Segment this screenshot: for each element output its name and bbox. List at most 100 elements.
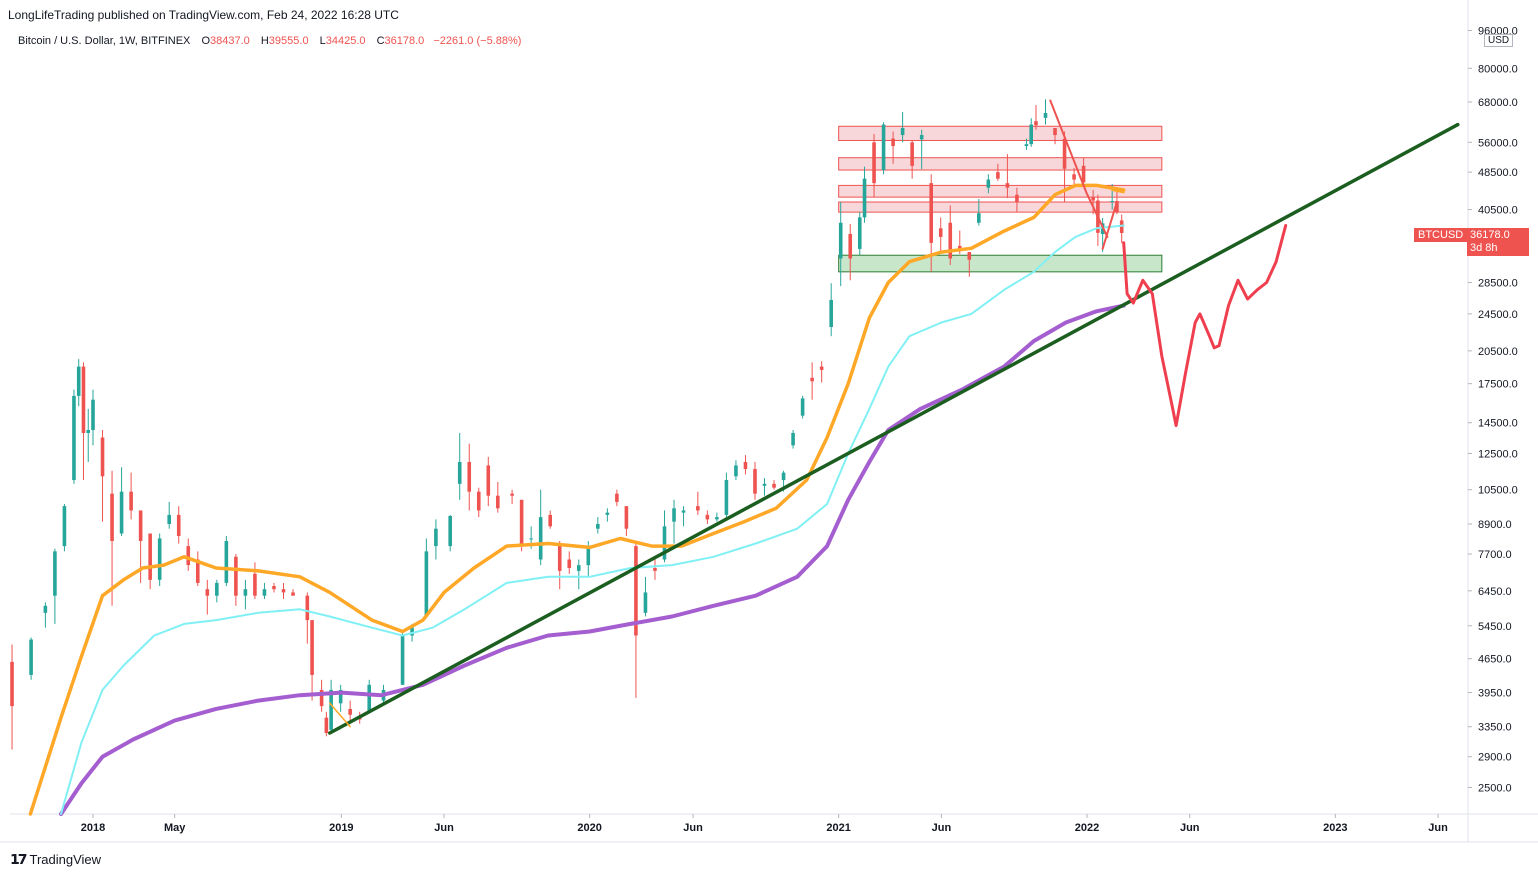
candle: [262, 582, 267, 600]
candle: [186, 538, 191, 571]
candle-body: [253, 573, 257, 596]
currency-label[interactable]: USD: [1484, 34, 1514, 47]
axes-frame: [0, 0, 1538, 843]
candle: [615, 489, 619, 507]
candle-body: [148, 533, 152, 580]
candle-body: [457, 461, 462, 484]
candle: [457, 432, 462, 500]
change-value: −2261.0 (−5.88%): [433, 35, 522, 47]
candle-body: [29, 639, 33, 675]
candle: [1081, 157, 1086, 185]
candle-body: [634, 546, 638, 636]
candle-body: [400, 635, 405, 685]
candle-body: [448, 515, 452, 547]
candle: [195, 551, 200, 587]
candle: [872, 133, 876, 198]
candle-body: [10, 661, 14, 707]
footer-brand[interactable]: 𝟭𝟳 TradingView: [10, 851, 101, 868]
candle-body: [977, 213, 981, 223]
candle: [324, 711, 329, 737]
candle-body: [696, 506, 700, 511]
candle-body: [1005, 183, 1010, 188]
candle: [986, 174, 991, 194]
x-tick-label: 2018: [81, 822, 105, 834]
wedge-marker: [329, 702, 351, 728]
candle: [819, 361, 824, 383]
candle: [643, 576, 648, 617]
long-term-trendline: [328, 122, 1460, 735]
candle-body: [857, 217, 862, 249]
time-axis[interactable]: 2018 May 2019 Jun 2020 Jun 2021 Jun 2022 Jun 2023 J…: [81, 814, 1448, 834]
candle: [1015, 187, 1019, 213]
ema-cyan-line: [60, 224, 1125, 815]
candle-body: [838, 222, 843, 259]
candle-body: [281, 589, 286, 593]
candle: [81, 362, 86, 481]
candle: [467, 443, 472, 511]
candle-body: [848, 234, 853, 259]
close-value: 36178.0: [384, 35, 425, 47]
candle: [305, 592, 310, 644]
candle-body: [486, 465, 491, 496]
candle-body: [605, 512, 610, 515]
y-tick-label: 48500.0: [1478, 167, 1518, 179]
candle-body: [948, 222, 953, 259]
symbol-name[interactable]: Bitcoin / U.S. Dollar, 1W, BITFINEX: [18, 35, 191, 47]
candle-body: [53, 551, 57, 596]
candle-body: [205, 589, 210, 596]
candle-body: [1024, 144, 1029, 147]
y-tick-label: 5450.0: [1478, 621, 1512, 633]
x-tick-label: Jun: [1180, 822, 1200, 834]
candle-body: [734, 465, 738, 477]
candle: [996, 163, 1000, 181]
candle: [881, 122, 886, 175]
candle: [486, 456, 491, 507]
candle: [848, 223, 853, 281]
candle-body: [367, 684, 372, 712]
x-tick-label: 2020: [577, 822, 601, 834]
y-tick-label: 20500.0: [1478, 346, 1518, 358]
candle-body: [967, 252, 972, 260]
y-tick-label: 3350.0: [1478, 722, 1512, 734]
candle: [253, 562, 257, 600]
candle: [672, 499, 676, 544]
candle-body: [1110, 201, 1114, 203]
candle-body: [324, 717, 329, 734]
candle-body: [1015, 194, 1019, 203]
candle-body: [996, 172, 1000, 179]
candle-body: [119, 491, 124, 534]
price-axis[interactable]: 2500.0 2900.0 3350.0 3950.0 4650.0 5450.0 6450…: [1468, 25, 1518, 794]
y-tick-label: 4650.0: [1478, 654, 1512, 666]
candle-body: [986, 179, 991, 188]
candle-body: [91, 399, 95, 430]
candle-body: [138, 510, 143, 541]
candle-body: [1062, 138, 1067, 169]
candle-body: [938, 228, 943, 237]
ema-purple-line: [59, 303, 1126, 816]
y-tick-label: 68000.0: [1478, 97, 1518, 109]
candle-body: [519, 499, 524, 547]
candle: [862, 166, 867, 223]
candle-body: [1081, 165, 1086, 183]
candle: [348, 700, 352, 724]
candle-body: [762, 483, 767, 486]
candle: [810, 362, 814, 400]
candle: [510, 489, 514, 504]
candle-body: [1091, 197, 1095, 201]
candle-body: [567, 559, 572, 568]
candle: [129, 472, 133, 520]
candle: [567, 551, 572, 574]
candle-body: [672, 508, 676, 522]
candle-body: [262, 589, 267, 596]
publisher-header: LongLifeTrading published on TradingView…: [8, 8, 399, 22]
y-tick-label: 2500.0: [1478, 782, 1512, 794]
candle-body: [772, 483, 776, 488]
candle: [338, 684, 343, 712]
candle: [791, 429, 795, 449]
candle: [1091, 190, 1095, 215]
candle-body: [829, 299, 833, 327]
candle: [919, 129, 924, 170]
footer-brand-label: TradingView: [29, 852, 102, 867]
candle-body: [291, 592, 295, 596]
